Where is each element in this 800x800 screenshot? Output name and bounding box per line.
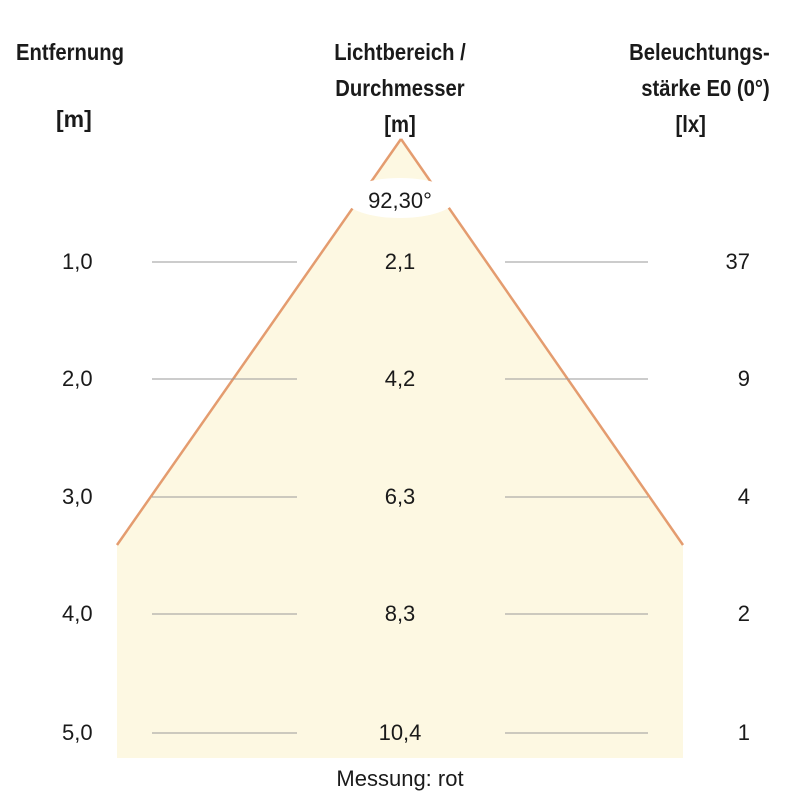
illuminance-value: 2: [737, 601, 750, 626]
illuminance-header-line2: stärke E0 (0°): [641, 75, 770, 101]
diameter-header: Lichtbereich / Durchmesser [m]: [268, 34, 532, 142]
diameter-value: 6,3: [384, 484, 416, 509]
illuminance-header-line1: Beleuchtungs-: [629, 39, 770, 65]
illuminance-value: 1: [737, 720, 750, 745]
diameter-unit: [m]: [384, 111, 416, 137]
distance-value: 3,0: [62, 484, 93, 509]
diameter-value: 10,4: [378, 720, 422, 745]
diameter-header-line2: Durchmesser: [335, 75, 465, 101]
beam-cone-fill: [117, 139, 683, 758]
measurement-note: Messung: rot: [336, 766, 464, 791]
distance-unit: [m]: [56, 106, 92, 132]
distance-value: 5,0: [62, 720, 93, 745]
illuminance-header: Beleuchtungs- stärke E0 (0°) [lx]: [629, 34, 770, 142]
illuminance-value: 9: [737, 366, 750, 391]
diameter-value: 4,2: [384, 366, 416, 391]
beam-angle-label-background: [344, 178, 456, 218]
distance-value: 2,0: [62, 366, 93, 391]
distance-value: 4,0: [62, 601, 93, 626]
distance-header: Entfernung: [16, 34, 124, 70]
distance-header-label: Entfernung: [16, 39, 124, 65]
diameter-header-line1: Lichtbereich /: [334, 39, 466, 65]
illuminance-value: 4: [737, 484, 750, 509]
diameter-value: 2,1: [384, 249, 416, 274]
beam-angle-label: 92,30°: [368, 188, 432, 213]
diameter-value: 8,3: [384, 601, 416, 626]
illuminance-value: 37: [725, 249, 750, 274]
illuminance-unit: [lx]: [675, 111, 707, 137]
distance-value: 1,0: [62, 249, 93, 274]
